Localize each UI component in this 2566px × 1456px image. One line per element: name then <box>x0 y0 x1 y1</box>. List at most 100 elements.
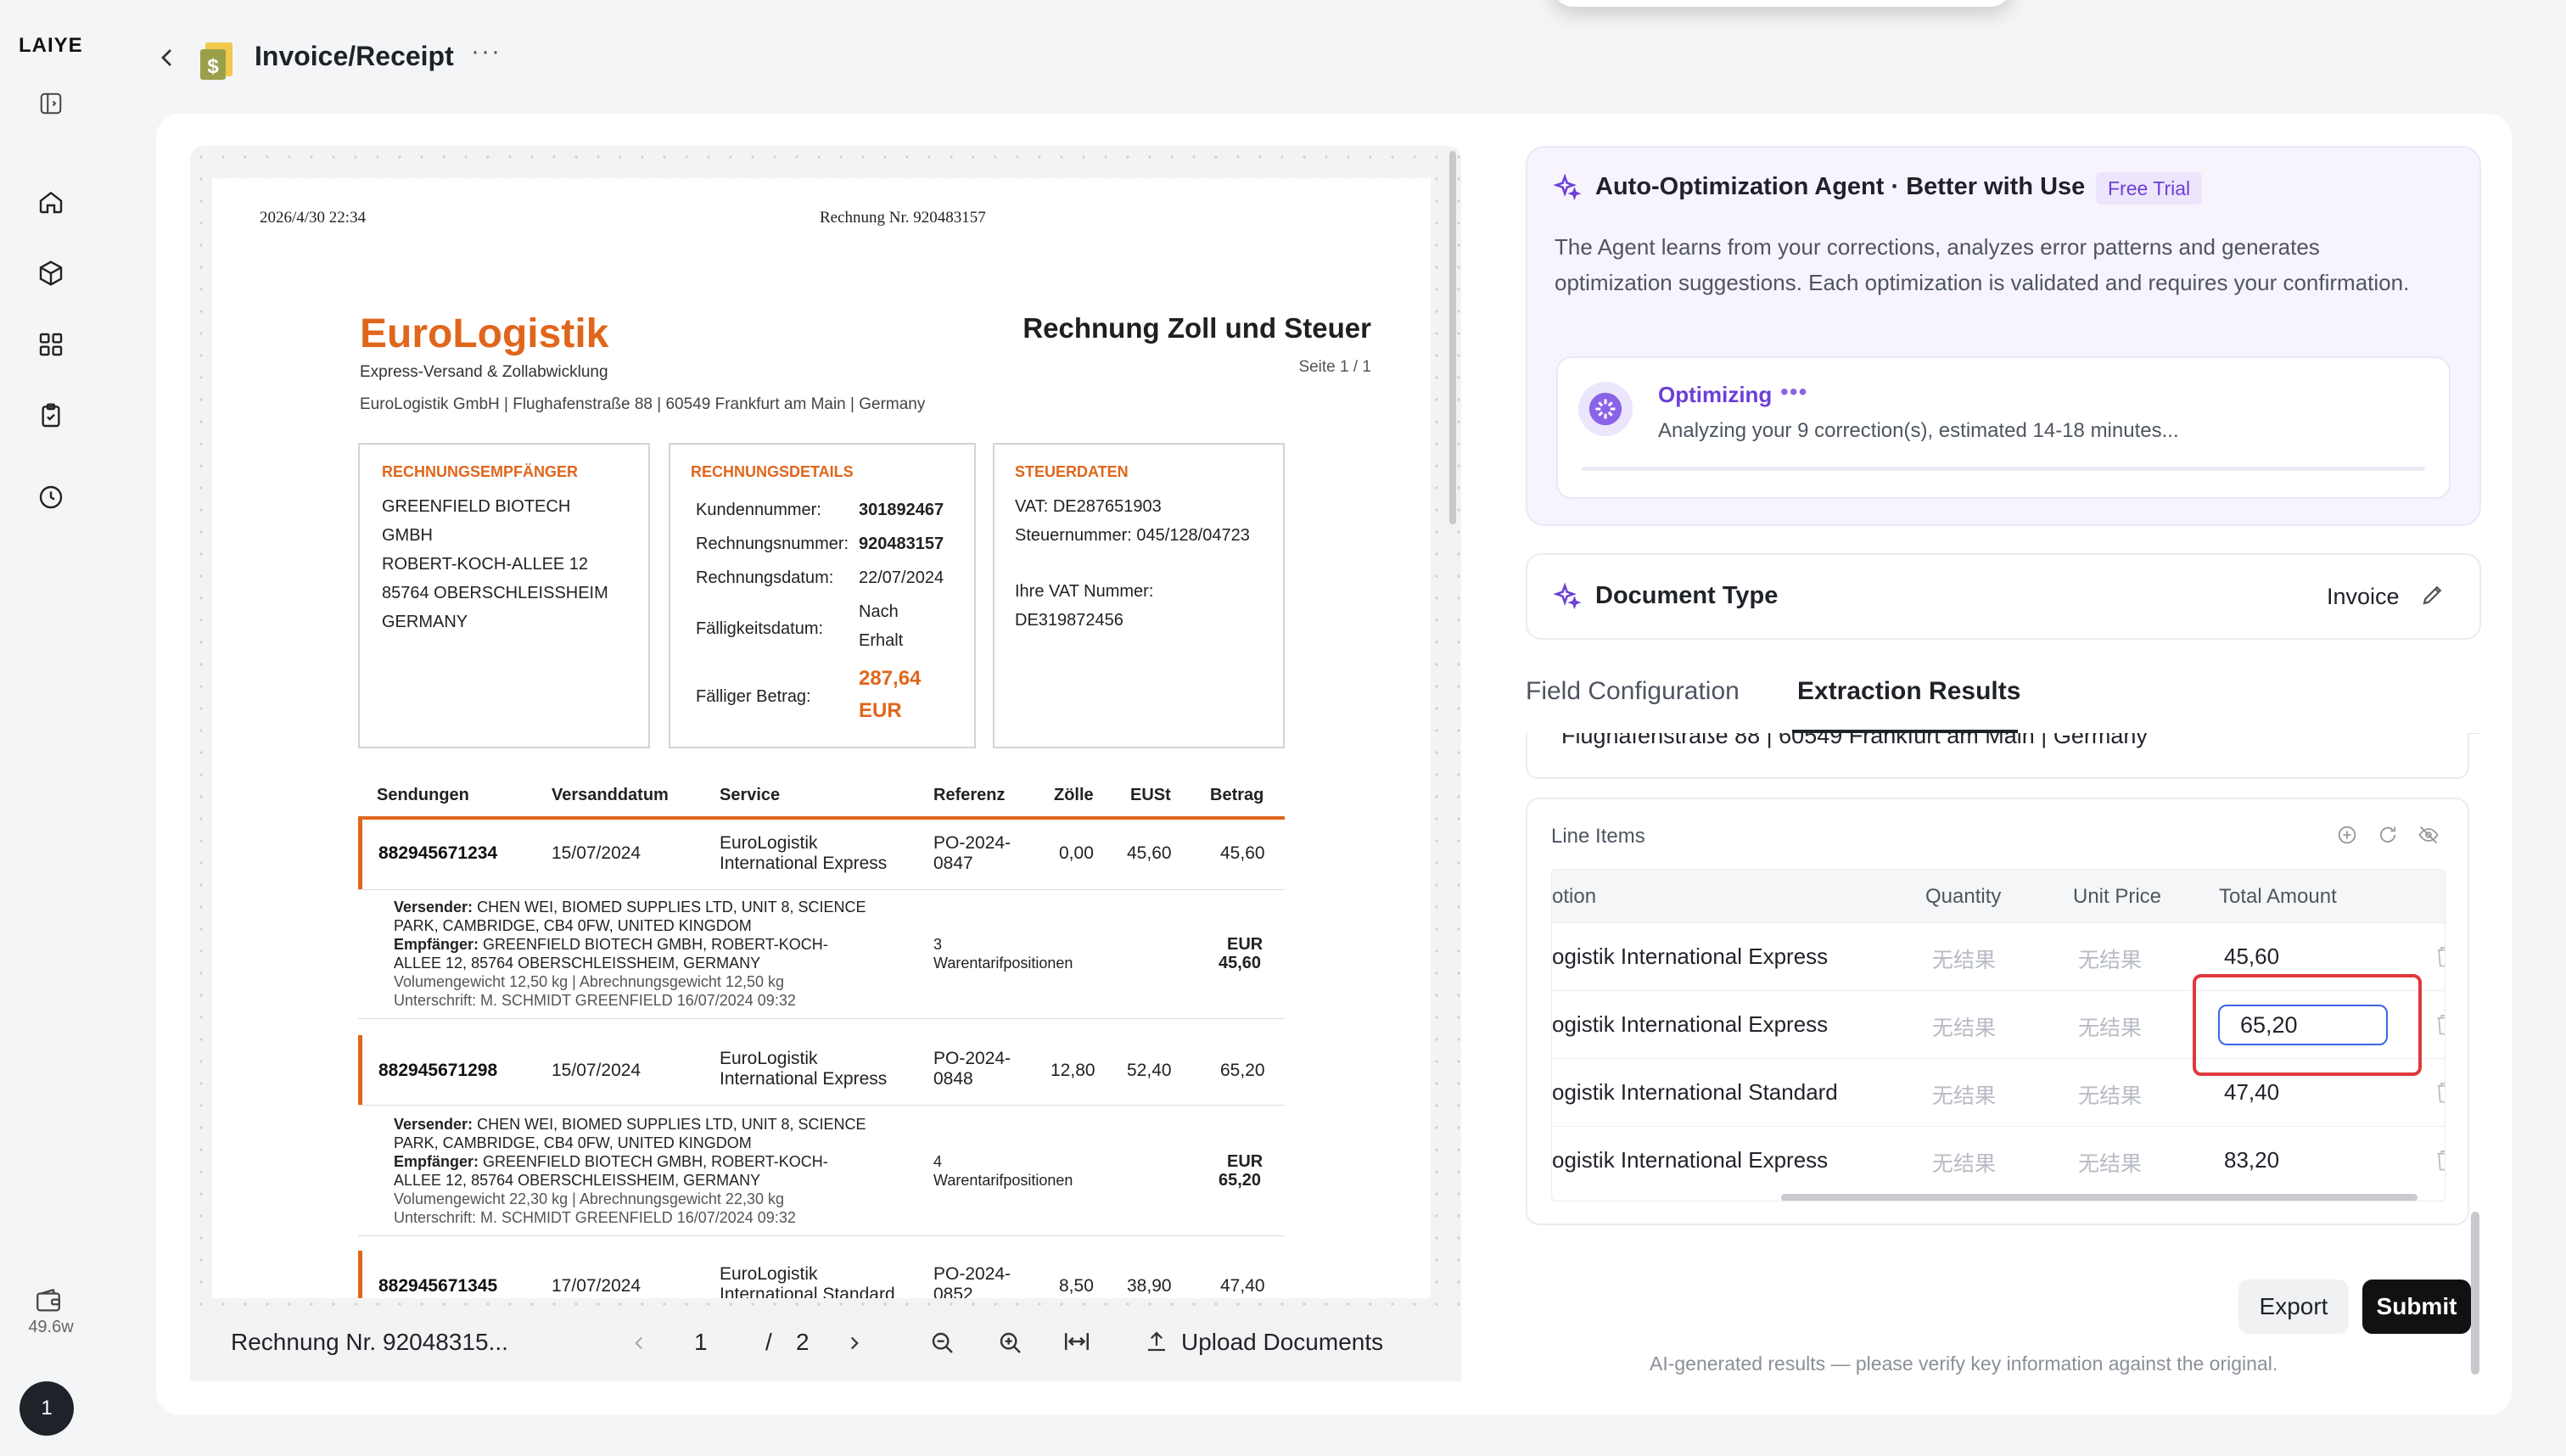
recipient-line: ALLEE 12, 85764 OBERSCHLEISSHEIM, GERMAN… <box>394 955 761 972</box>
row-divider <box>358 1235 1285 1236</box>
upload-icon[interactable] <box>1144 1329 1169 1354</box>
cell-quantity[interactable]: 无结果 <box>1932 1016 1997 1040</box>
delete-icon[interactable] <box>2436 945 2445 967</box>
delete-icon[interactable] <box>2436 1149 2445 1171</box>
prev-page-icon[interactable] <box>628 1330 650 1356</box>
customer-number-value: 301892467 <box>859 501 944 519</box>
cell-unit-price[interactable]: 无结果 <box>2078 1152 2143 1176</box>
reference: 0847 <box>933 854 973 873</box>
next-page-icon[interactable] <box>843 1330 866 1356</box>
upload-documents-button[interactable]: Upload Documents <box>1181 1329 1384 1355</box>
cell-description[interactable]: ogistik International Express <box>1552 1011 1829 1037</box>
edit-pencil-icon[interactable] <box>2420 582 2446 608</box>
reference: 0848 <box>933 1069 973 1089</box>
back-chevron-icon[interactable] <box>153 42 183 73</box>
export-button[interactable]: Export <box>2238 1280 2349 1334</box>
delete-icon[interactable] <box>2436 1081 2445 1103</box>
cell-total[interactable]: 47,40 <box>2224 1079 2280 1105</box>
more-options-button[interactable]: ··· <box>471 37 501 65</box>
recipient-label: Empfänger: <box>394 936 479 953</box>
table-header: Sendungen <box>377 786 469 804</box>
table-row[interactable]: ogistik International Standard 无结果 无结果 4… <box>1552 1058 2445 1126</box>
table-row[interactable]: ogistik International Express 无结果 无结果 <box>1552 990 2445 1058</box>
table-header: Versanddatum <box>552 786 669 804</box>
page-title: Invoice/Receipt <box>255 41 454 71</box>
row-marker <box>358 820 362 889</box>
signature-line: Unterschrift: M. SCHMIDT GREENFIELD 16/0… <box>394 992 796 1009</box>
viewer-scrollbar[interactable] <box>1449 151 1456 524</box>
sparkle-icon <box>1553 582 1582 611</box>
line-items-title: Line Items <box>1551 825 1645 848</box>
document-filename: Rechnung Nr. 92048315... <box>231 1329 508 1355</box>
apps-grid-icon[interactable] <box>34 328 68 361</box>
hide-eye-icon[interactable] <box>2417 823 2440 847</box>
cell-unit-price[interactable]: 无结果 <box>2078 949 2143 972</box>
avatar[interactable]: 1 <box>20 1381 74 1436</box>
cell-description[interactable]: ogistik International Standard <box>1552 1079 1838 1105</box>
submit-button[interactable]: Submit <box>2362 1280 2471 1334</box>
cell-quantity[interactable]: 无结果 <box>1932 1152 1997 1176</box>
invoice-number-value: 920483157 <box>859 535 944 553</box>
cell-description[interactable]: ogistik International Express <box>1552 944 1829 969</box>
table-row[interactable]: ogistik International Express 无结果 无结果 83… <box>1552 1126 2445 1194</box>
cube-icon[interactable] <box>34 256 68 290</box>
details-title: RECHNUNGSDETAILS <box>691 463 854 480</box>
row-total: 65,20 <box>1219 1171 1262 1190</box>
fit-width-icon[interactable] <box>1062 1327 1091 1356</box>
refresh-icon[interactable] <box>2376 823 2400 847</box>
cell-unit-price[interactable]: 无结果 <box>2078 1016 2143 1040</box>
cell-total[interactable]: 45,60 <box>2224 944 2280 969</box>
recipient-line: Empfänger: GREENFIELD BIOTECH GMBH, ROBE… <box>394 1152 828 1171</box>
agent-description: The Agent learns from your corrections, … <box>1555 234 2410 295</box>
total-pages: 2 <box>796 1329 810 1355</box>
reference: PO-2024- <box>933 833 1011 853</box>
home-icon[interactable] <box>34 185 68 219</box>
shipment-id: 882945671234 <box>378 843 498 863</box>
service: International Express <box>720 1069 888 1089</box>
row-total-currency: EUR <box>1227 935 1263 954</box>
header-description: otion <box>1552 885 1597 908</box>
table-row[interactable]: ogistik International Express 无结果 无结果 45… <box>1552 922 2445 990</box>
table-header: Service <box>720 786 781 804</box>
header-total-amount: Total Amount <box>2219 885 2337 908</box>
doc-top-reference: Rechnung Nr. 920483157 <box>820 209 986 227</box>
cell-description[interactable]: ogistik International Express <box>1552 1147 1829 1173</box>
sparkle-icon <box>1553 173 1582 202</box>
duty: 8,50 <box>1059 1276 1094 1296</box>
zoom-out-icon[interactable] <box>928 1329 955 1356</box>
due-date-label: Fälligkeitsdatum: <box>696 619 824 638</box>
panel-scrollbar[interactable] <box>2471 1212 2479 1375</box>
invoice-document-icon: $ <box>199 41 236 81</box>
doc-sender-address: EuroLogistik GmbH | Flughafenstraße 88 |… <box>360 395 926 413</box>
current-page-input[interactable]: 1 <box>694 1329 708 1355</box>
history-clock-icon[interactable] <box>34 480 68 514</box>
table-horizontal-scrollbar[interactable] <box>1781 1194 2418 1201</box>
tariff-count: 3 <box>933 936 943 953</box>
wallet-icon[interactable] <box>34 1286 68 1315</box>
add-circle-icon[interactable] <box>2335 823 2359 847</box>
sidebar-toggle-icon[interactable] <box>34 87 68 120</box>
optimizing-status-text: Analyzing your 9 correction(s), estimate… <box>1658 419 2179 442</box>
row-marker <box>358 1035 362 1105</box>
document-type-label: Document Type <box>1595 582 1779 609</box>
recipient-title: RECHNUNGSEMPFÄNGER <box>382 463 579 480</box>
cell-unit-price[interactable]: 无结果 <box>2078 1084 2143 1108</box>
recipient-line: GMBH <box>382 526 433 545</box>
tab-field-configuration[interactable]: Field Configuration <box>1526 677 1740 705</box>
clipboard-check-icon[interactable] <box>34 399 68 433</box>
due-date-value: Erhalt <box>859 631 904 650</box>
amount-due-label: Fälliger Betrag: <box>696 687 811 706</box>
total-amount-edit-input[interactable] <box>2218 1005 2388 1045</box>
customer-number-label: Kundennummer: <box>696 501 821 519</box>
cell-quantity[interactable]: 无结果 <box>1932 1084 1997 1108</box>
app-logo[interactable]: LAIYE <box>19 34 83 57</box>
signature-line: Unterschrift: M. SCHMIDT GREENFIELD 16/0… <box>394 1209 796 1226</box>
zoom-in-icon[interactable] <box>996 1329 1023 1356</box>
service: EuroLogistik <box>720 1049 818 1068</box>
cell-quantity[interactable]: 无结果 <box>1932 949 1997 972</box>
cell-total[interactable]: 83,20 <box>2224 1147 2280 1173</box>
tab-extraction-results[interactable]: Extraction Results <box>1797 677 2021 705</box>
amount: 47,40 <box>1220 1276 1265 1296</box>
delete-icon[interactable] <box>2436 1013 2445 1035</box>
row-total-currency: EUR <box>1227 1152 1263 1171</box>
